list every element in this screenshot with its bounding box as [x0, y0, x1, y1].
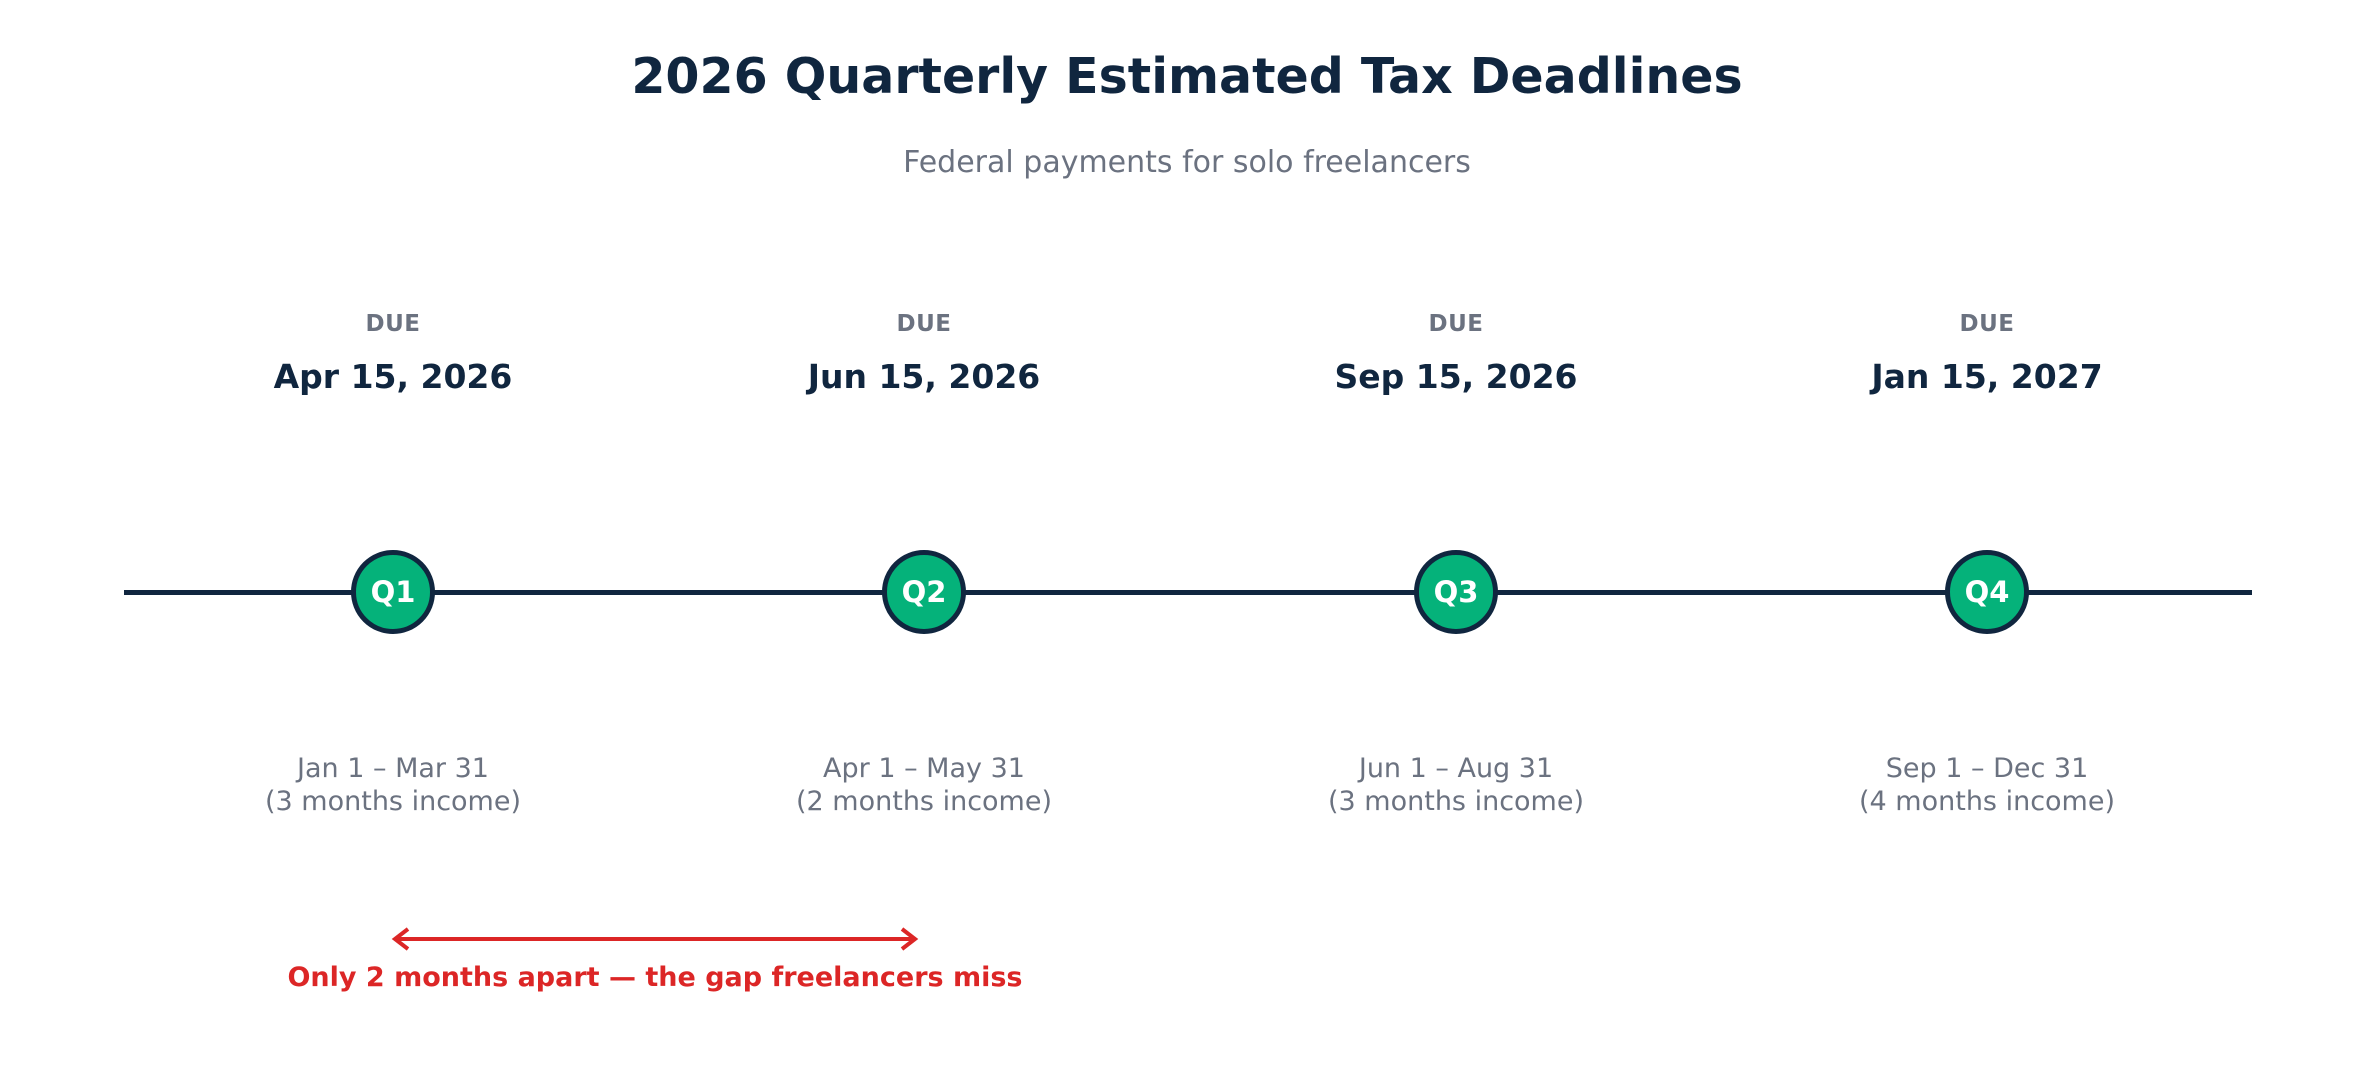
quarter-node: Q3 — [1414, 550, 1498, 634]
income-period: Jan 1 – Mar 31 (3 months income) — [193, 752, 593, 818]
milestone-q1: DUE Apr 15, 2026 Q1 Jan 1 – Mar 31 (3 mo… — [193, 0, 593, 1073]
due-date: Apr 15, 2026 — [273, 357, 513, 396]
milestone-q4: DUE Jan 15, 2027 Q4 Sep 1 – Dec 31 (4 mo… — [1787, 0, 2187, 1073]
income-period: Apr 1 – May 31 (2 months income) — [724, 752, 1124, 818]
due-label: DUE — [896, 311, 952, 337]
double-arrow-icon — [391, 927, 919, 951]
quarter-node: Q2 — [882, 550, 966, 634]
quarter-node: Q4 — [1945, 550, 2029, 634]
timeline-axis — [124, 590, 2252, 595]
period-months: (3 months income) — [1328, 786, 1584, 817]
milestone-q2: DUE Jun 15, 2026 Q2 Apr 1 – May 31 (2 mo… — [724, 0, 1124, 1073]
page-subtitle: Federal payments for solo freelancers — [903, 145, 1471, 180]
due-label: DUE — [1959, 311, 2015, 337]
due-date: Jun 15, 2026 — [807, 357, 1041, 396]
period-range: Jan 1 – Mar 31 — [297, 753, 489, 784]
period-range: Jun 1 – Aug 31 — [1358, 753, 1554, 784]
income-period: Sep 1 – Dec 31 (4 months income) — [1787, 752, 2187, 818]
page-title: 2026 Quarterly Estimated Tax Deadlines — [631, 48, 1743, 105]
period-range: Apr 1 – May 31 — [823, 753, 1025, 784]
due-date: Sep 15, 2026 — [1334, 357, 1578, 396]
income-period: Jun 1 – Aug 31 (3 months income) — [1256, 752, 1656, 818]
due-label: DUE — [365, 311, 421, 337]
due-date: Jan 15, 2027 — [1871, 357, 2103, 396]
period-months: (3 months income) — [265, 786, 521, 817]
quarter-node: Q1 — [351, 550, 435, 634]
milestone-q3: DUE Sep 15, 2026 Q3 Jun 1 – Aug 31 (3 mo… — [1256, 0, 1656, 1073]
due-label: DUE — [1428, 311, 1484, 337]
period-range: Sep 1 – Dec 31 — [1885, 753, 2089, 784]
period-months: (4 months income) — [1859, 786, 2115, 817]
period-months: (2 months income) — [796, 786, 1052, 817]
gap-annotation: Only 2 months apart — the gap freelancer… — [287, 962, 1023, 993]
